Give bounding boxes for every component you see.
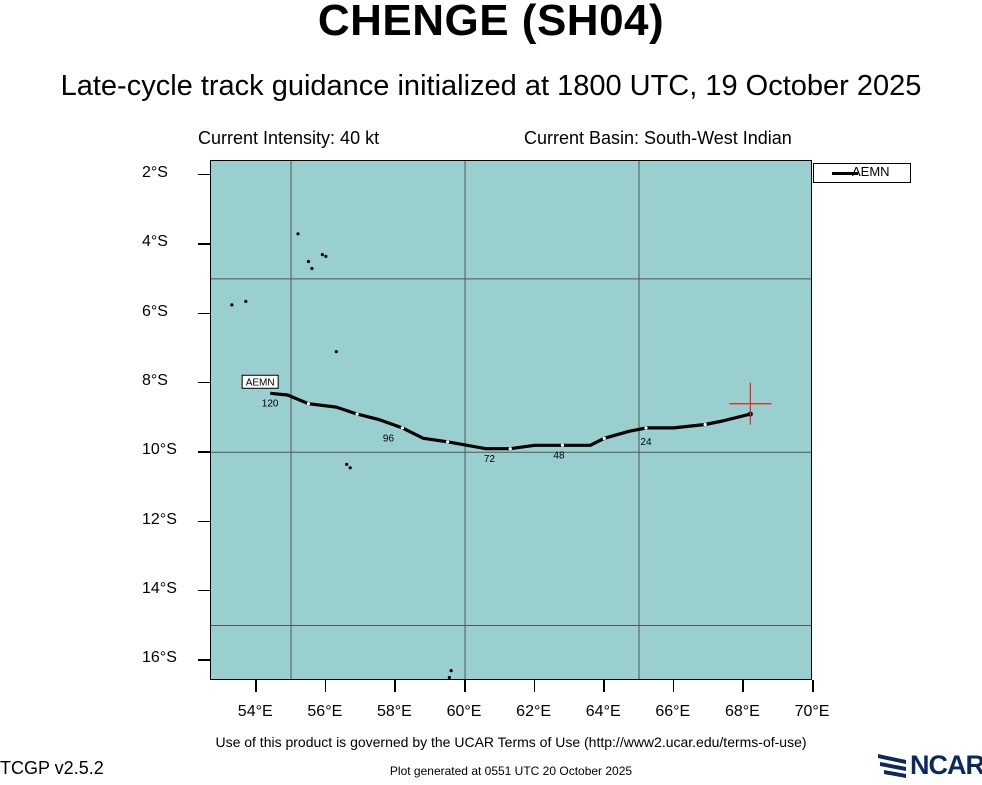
longitude-tick-label: 54°E — [237, 703, 273, 720]
forecast-hour-label: 24 — [640, 437, 652, 448]
latitude-tick — [198, 451, 210, 453]
latitude-tick-label: 8°S — [142, 371, 168, 389]
latitude-tick-label: 10°S — [142, 441, 177, 459]
latitude-tick-label: 12°S — [142, 510, 177, 528]
longitude-tick — [324, 680, 327, 692]
longitude-tick-label: 64°E — [585, 703, 621, 720]
current-intensity: Current Intensity: 40 kt — [198, 128, 380, 148]
track-tick — [560, 443, 565, 447]
track-tick — [446, 440, 450, 444]
longitude-tick — [464, 680, 466, 692]
island-speck — [449, 669, 453, 673]
forecast-hour-label: 72 — [484, 454, 496, 465]
island-speck — [310, 266, 314, 271]
latitude-tick-label: 2°S — [142, 163, 168, 181]
longitude-tick — [255, 680, 257, 692]
page-subtitle: Late-cycle track guidance initialized at… — [60, 70, 922, 102]
track-end-label: AEMN — [246, 377, 275, 388]
longitude-tick — [533, 680, 536, 692]
ncar-logo-icon — [878, 754, 906, 778]
longitude-tick-label: 66°E — [655, 703, 691, 720]
track-line-aemn — [270, 391, 751, 451]
terms-of-use: Use of this product is governed by the U… — [215, 734, 807, 750]
longitude-tick — [394, 680, 396, 692]
latitude-tick-label: 14°S — [142, 579, 177, 597]
ncar-logo: NCAR — [876, 750, 982, 780]
island-speck — [320, 253, 324, 257]
latitude-tick — [198, 312, 210, 315]
island-speck — [334, 350, 338, 354]
track-tick — [508, 447, 512, 451]
track-tick — [306, 402, 311, 406]
latitude-tick — [198, 173, 210, 176]
page-title: CHENGE (SH04) — [317, 0, 665, 45]
latitude-tick-label: 4°S — [142, 233, 168, 251]
track-tick — [602, 436, 606, 440]
latitude-tick — [198, 243, 210, 245]
island-speck — [230, 303, 234, 307]
latitude-tick — [198, 520, 210, 523]
island-speck — [306, 259, 311, 264]
latitude-tick — [198, 381, 210, 384]
longitude-tick-label: 62°E — [516, 703, 552, 720]
longitude-tick-label: 58°E — [376, 703, 412, 720]
legend-label: AEMN — [852, 164, 890, 179]
longitude-tick-label: 60°E — [446, 703, 482, 720]
island-speck — [244, 299, 248, 303]
map-panel[interactable]: 24 48 72 96 120 AEMN — [210, 160, 812, 680]
longitude-tick — [672, 680, 675, 692]
track-tick — [703, 422, 707, 427]
current-basin: Current Basin: South-West Indian — [524, 128, 792, 148]
forecast-hour-label: 48 — [553, 451, 565, 462]
longitude-tick — [603, 680, 605, 692]
island-speck — [447, 675, 451, 679]
legend-line-swatch — [832, 172, 858, 175]
forecast-hour-label: 96 — [383, 433, 395, 444]
island-speck — [324, 254, 328, 258]
forecast-hour-label: 120 — [262, 399, 279, 410]
island-speck — [296, 232, 300, 236]
latitude-tick — [198, 589, 210, 592]
latitude-tick-label: 16°S — [142, 649, 177, 667]
track-end-label-box — [241, 374, 279, 389]
longitude-tick-label: 56°E — [307, 703, 343, 720]
longitude-tick — [812, 680, 814, 692]
longitude-tick-label: 68°E — [724, 703, 760, 720]
version-label: TCGP v2.5.2 — [0, 758, 104, 778]
track-tick — [400, 426, 404, 430]
track-tick — [355, 412, 359, 416]
legend: AEMN — [813, 163, 911, 183]
generated-timestamp: Plot generated at 0551 UTC 20 October 20… — [389, 764, 633, 778]
longitude-tick-label: 70°E — [794, 703, 830, 720]
latitude-tick-label: 6°S — [142, 302, 168, 320]
island-speck — [345, 462, 349, 466]
latitude-tick — [198, 659, 210, 661]
island-speck — [348, 466, 352, 470]
track-tick — [644, 426, 648, 430]
map-canvas: 24 48 72 96 120 AEMN — [211, 161, 811, 679]
longitude-tick — [742, 680, 744, 692]
